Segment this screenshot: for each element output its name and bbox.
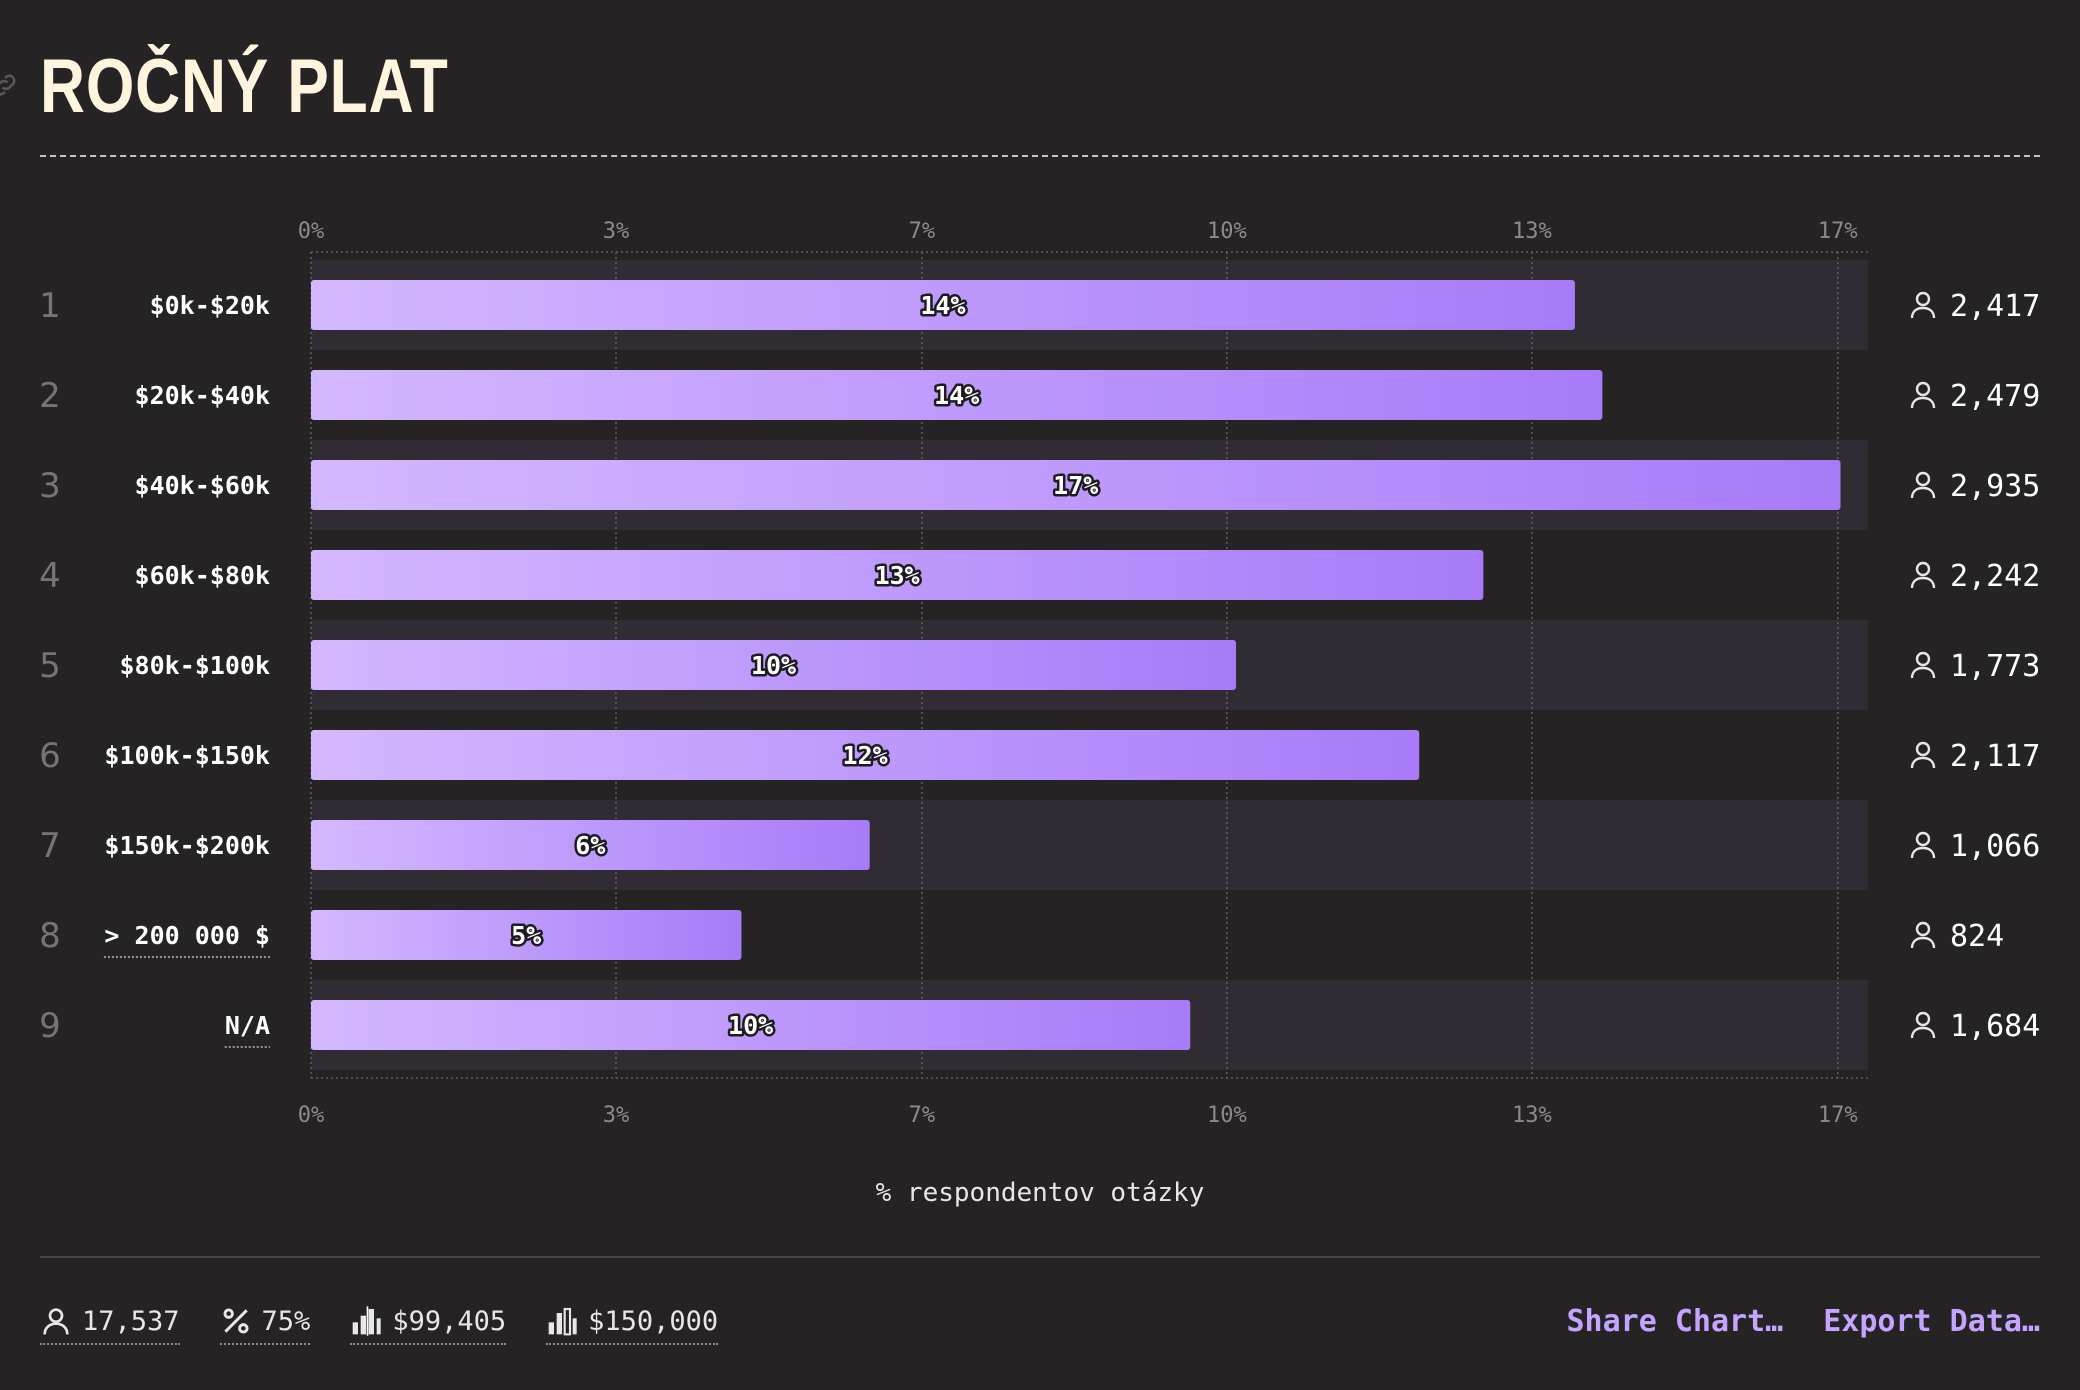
row-rank: 6 bbox=[39, 736, 61, 776]
percent-stat[interactable]: 75% bbox=[219, 1305, 311, 1345]
bar bbox=[311, 640, 1237, 690]
bar bbox=[311, 550, 1484, 600]
bar-value-label: 6% bbox=[575, 831, 605, 860]
average-stat[interactable]: $99,405 bbox=[350, 1305, 507, 1345]
link-icon[interactable] bbox=[0, 70, 20, 100]
salary-bar-chart: 0% 0% 3% 3% 7% 7% 10% 10% 13% 13% 17% 17% 1 $0k-$20k 1… bbox=[39, 219, 2040, 1128]
category-label: $0k-$20k bbox=[150, 291, 270, 320]
row-rank: 4 bbox=[39, 556, 61, 596]
respondent-count: 1,066 bbox=[1950, 829, 2040, 864]
respondent-count: 2,117 bbox=[1950, 739, 2040, 774]
bar-value-label: 14% bbox=[934, 381, 979, 410]
person-icon bbox=[1910, 471, 1936, 499]
respondents-value: 17,537 bbox=[82, 1305, 180, 1337]
respondent-count: 1,773 bbox=[1950, 649, 2040, 684]
chart-actions: Share Chart… Export Data… bbox=[1567, 1304, 2041, 1339]
category-label: $150k-$200k bbox=[104, 831, 270, 860]
bar bbox=[311, 280, 1575, 330]
x-tick-label-bottom: 7% bbox=[909, 1103, 936, 1128]
x-tick-label-top: 17% bbox=[1818, 219, 1858, 244]
bar-value-label: 5% bbox=[511, 921, 541, 950]
average-bars-icon bbox=[352, 1306, 381, 1336]
x-tick-label-top: 3% bbox=[603, 219, 630, 244]
category-label: > 200 000 $ bbox=[104, 921, 270, 950]
bar-value-label: 12% bbox=[843, 741, 888, 770]
x-tick-label-top: 10% bbox=[1207, 219, 1247, 244]
bar-value-label: 10% bbox=[751, 651, 796, 680]
bar bbox=[311, 730, 1420, 780]
x-axis-title: % respondentov otázky bbox=[875, 1178, 1205, 1208]
person-icon bbox=[1910, 1011, 1936, 1039]
person-icon bbox=[43, 1308, 69, 1335]
category-label: $20k-$40k bbox=[135, 381, 270, 410]
row-rank: 2 bbox=[39, 376, 61, 416]
bar bbox=[311, 460, 1841, 510]
person-icon bbox=[1910, 381, 1936, 409]
bar bbox=[311, 1000, 1191, 1050]
x-tick-label-top: 7% bbox=[909, 219, 936, 244]
bar-value-label: 10% bbox=[728, 1011, 773, 1040]
category-label: N/A bbox=[225, 1011, 270, 1040]
category-label: $40k-$60k bbox=[135, 471, 270, 500]
median-stat[interactable]: $150,000 bbox=[546, 1305, 719, 1345]
respondent-count: 2,479 bbox=[1950, 379, 2040, 414]
person-icon bbox=[1910, 651, 1936, 679]
title-divider bbox=[40, 155, 2040, 157]
summary-stats: 17,537 75% $99,405 $150,000 bbox=[40, 1300, 758, 1350]
total-respondents-stat[interactable]: 17,537 bbox=[40, 1305, 180, 1345]
person-icon bbox=[1910, 561, 1936, 589]
respondent-count: 2,417 bbox=[1950, 289, 2040, 324]
footer-divider bbox=[40, 1256, 2040, 1258]
row-rank: 1 bbox=[39, 286, 61, 326]
median-value: $150,000 bbox=[588, 1305, 719, 1337]
person-icon bbox=[1910, 741, 1936, 769]
export-data-button[interactable]: Export Data… bbox=[1823, 1304, 2040, 1339]
average-value: $99,405 bbox=[392, 1305, 507, 1337]
bar bbox=[311, 370, 1603, 420]
x-tick-label-bottom: 0% bbox=[298, 1103, 325, 1128]
person-icon bbox=[1910, 291, 1936, 319]
row-rank: 5 bbox=[39, 646, 61, 686]
x-tick-label-bottom: 3% bbox=[603, 1103, 630, 1128]
category-label: $100k-$150k bbox=[104, 741, 270, 770]
respondent-count: 2,242 bbox=[1950, 559, 2040, 594]
bar-value-label: 13% bbox=[875, 561, 920, 590]
row-rank: 8 bbox=[39, 916, 61, 956]
bar-value-label: 14% bbox=[920, 291, 965, 320]
percent-icon bbox=[223, 1308, 249, 1334]
x-tick-label-bottom: 13% bbox=[1512, 1103, 1552, 1128]
x-tick-label-top: 13% bbox=[1512, 219, 1552, 244]
person-icon bbox=[1910, 831, 1936, 859]
respondent-count: 1,684 bbox=[1950, 1009, 2040, 1044]
x-tick-label-bottom: 10% bbox=[1207, 1103, 1247, 1128]
category-label: $80k-$100k bbox=[119, 651, 270, 680]
page-title: ROČNÝ PLAT bbox=[40, 44, 449, 129]
category-label: $60k-$80k bbox=[135, 561, 270, 590]
respondent-count: 824 bbox=[1950, 919, 2004, 954]
share-chart-button[interactable]: Share Chart… bbox=[1566, 1304, 1784, 1339]
bar bbox=[311, 820, 870, 870]
person-icon bbox=[1910, 921, 1936, 949]
respondent-count: 2,935 bbox=[1950, 469, 2040, 504]
row-rank: 9 bbox=[39, 1006, 61, 1046]
row-rank: 7 bbox=[39, 826, 61, 866]
row-rank: 3 bbox=[39, 466, 61, 506]
bar bbox=[311, 910, 742, 960]
median-bars-icon bbox=[548, 1307, 577, 1336]
percent-value: 75% bbox=[261, 1305, 311, 1337]
x-tick-label-bottom: 17% bbox=[1818, 1103, 1858, 1128]
x-tick-label-top: 0% bbox=[298, 219, 325, 244]
bar-value-label: 17% bbox=[1053, 471, 1098, 500]
